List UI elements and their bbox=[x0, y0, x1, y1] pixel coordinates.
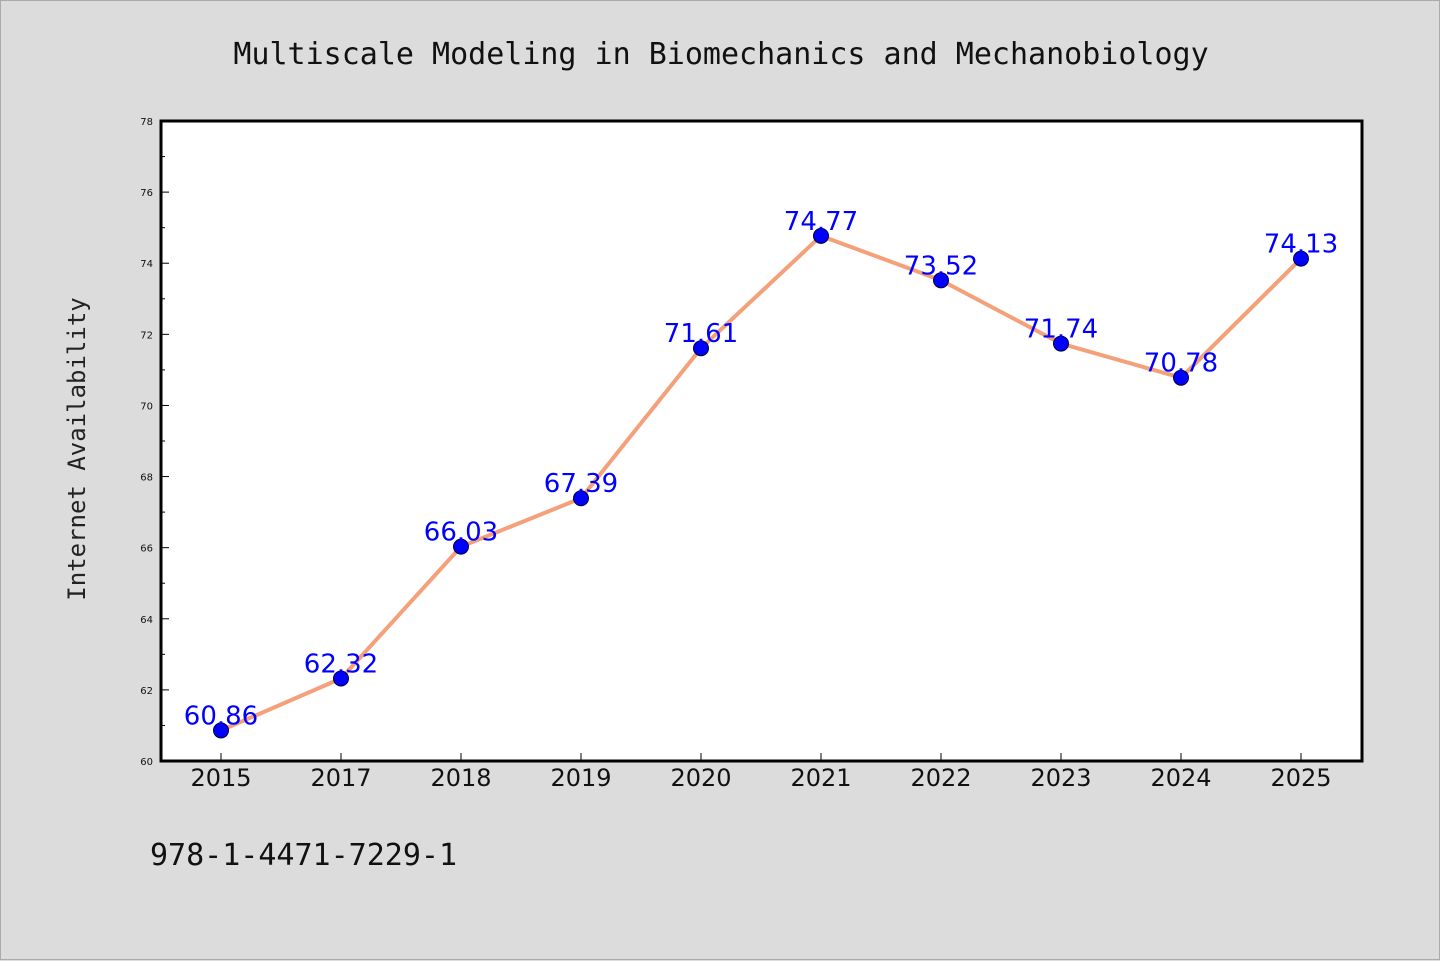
x-tick-label: 2025 bbox=[1270, 764, 1331, 792]
data-point-marker bbox=[1053, 335, 1069, 352]
data-point-marker bbox=[333, 670, 349, 687]
line-series bbox=[219, 233, 1303, 733]
y-tick-label: 66 bbox=[140, 544, 153, 555]
data-point-marker bbox=[693, 340, 709, 357]
data-value-label: 73.52 bbox=[904, 251, 978, 281]
data-value-label: 66.03 bbox=[424, 518, 498, 548]
data-point-marker bbox=[213, 722, 229, 739]
data-value-label: 60.86 bbox=[184, 701, 258, 731]
y-axis: 60 62 64 66 68 70 72 74 76 78 bbox=[140, 117, 169, 768]
y-axis-label: Internet Availability bbox=[63, 297, 91, 600]
data-value-label: 67.39 bbox=[544, 469, 618, 499]
isbn-footer: 978-1-4471-7229-1 bbox=[150, 838, 457, 873]
y-tick-label: 62 bbox=[140, 686, 153, 697]
y-tick-label: 64 bbox=[140, 615, 153, 626]
series-line bbox=[219, 233, 1303, 733]
data-markers bbox=[213, 227, 1309, 739]
x-tick-label: 2015 bbox=[190, 764, 251, 792]
x-tick-label: 2018 bbox=[430, 764, 491, 792]
y-tick-label: 72 bbox=[140, 330, 153, 341]
data-value-label: 71.61 bbox=[664, 319, 738, 349]
data-value-label: 74.13 bbox=[1264, 230, 1338, 260]
y-tick-label: 60 bbox=[140, 757, 153, 768]
x-tick-label: 2020 bbox=[670, 764, 731, 792]
y-tick-label: 68 bbox=[140, 473, 153, 484]
x-tick-label: 2021 bbox=[790, 764, 851, 792]
data-value-label: 62.32 bbox=[304, 650, 378, 680]
x-tick-label: 2023 bbox=[1030, 764, 1091, 792]
y-tick-label: 74 bbox=[140, 259, 153, 270]
y-tick-label: 70 bbox=[140, 401, 153, 412]
data-value-label: 71.74 bbox=[1024, 315, 1098, 345]
data-point-marker bbox=[813, 227, 829, 244]
x-tick-label: 2017 bbox=[310, 764, 371, 792]
chart-title: Multiscale Modeling in Biomechanics and … bbox=[233, 37, 1208, 72]
data-point-marker bbox=[1293, 250, 1309, 267]
x-tick-label: 2019 bbox=[550, 764, 611, 792]
data-point-marker bbox=[573, 490, 589, 507]
data-point-marker bbox=[1173, 369, 1189, 386]
data-point-marker bbox=[933, 272, 949, 289]
data-labels: 60.86 62.32 66.03 67.39 71.61 74.77 73.52 71.74… bbox=[184, 207, 1338, 732]
y-tick-label: 78 bbox=[140, 117, 153, 128]
data-value-label: 70.78 bbox=[1144, 349, 1218, 379]
data-point-marker bbox=[453, 538, 469, 555]
data-value-label: 74.77 bbox=[784, 207, 858, 237]
y-tick-label: 76 bbox=[140, 188, 153, 199]
x-axis: 2015 2017 2018 2019 2020 2021 2022 2023 2024 2025 bbox=[190, 753, 1332, 792]
x-tick-label: 2024 bbox=[1150, 764, 1211, 792]
x-tick-label: 2022 bbox=[910, 764, 971, 792]
